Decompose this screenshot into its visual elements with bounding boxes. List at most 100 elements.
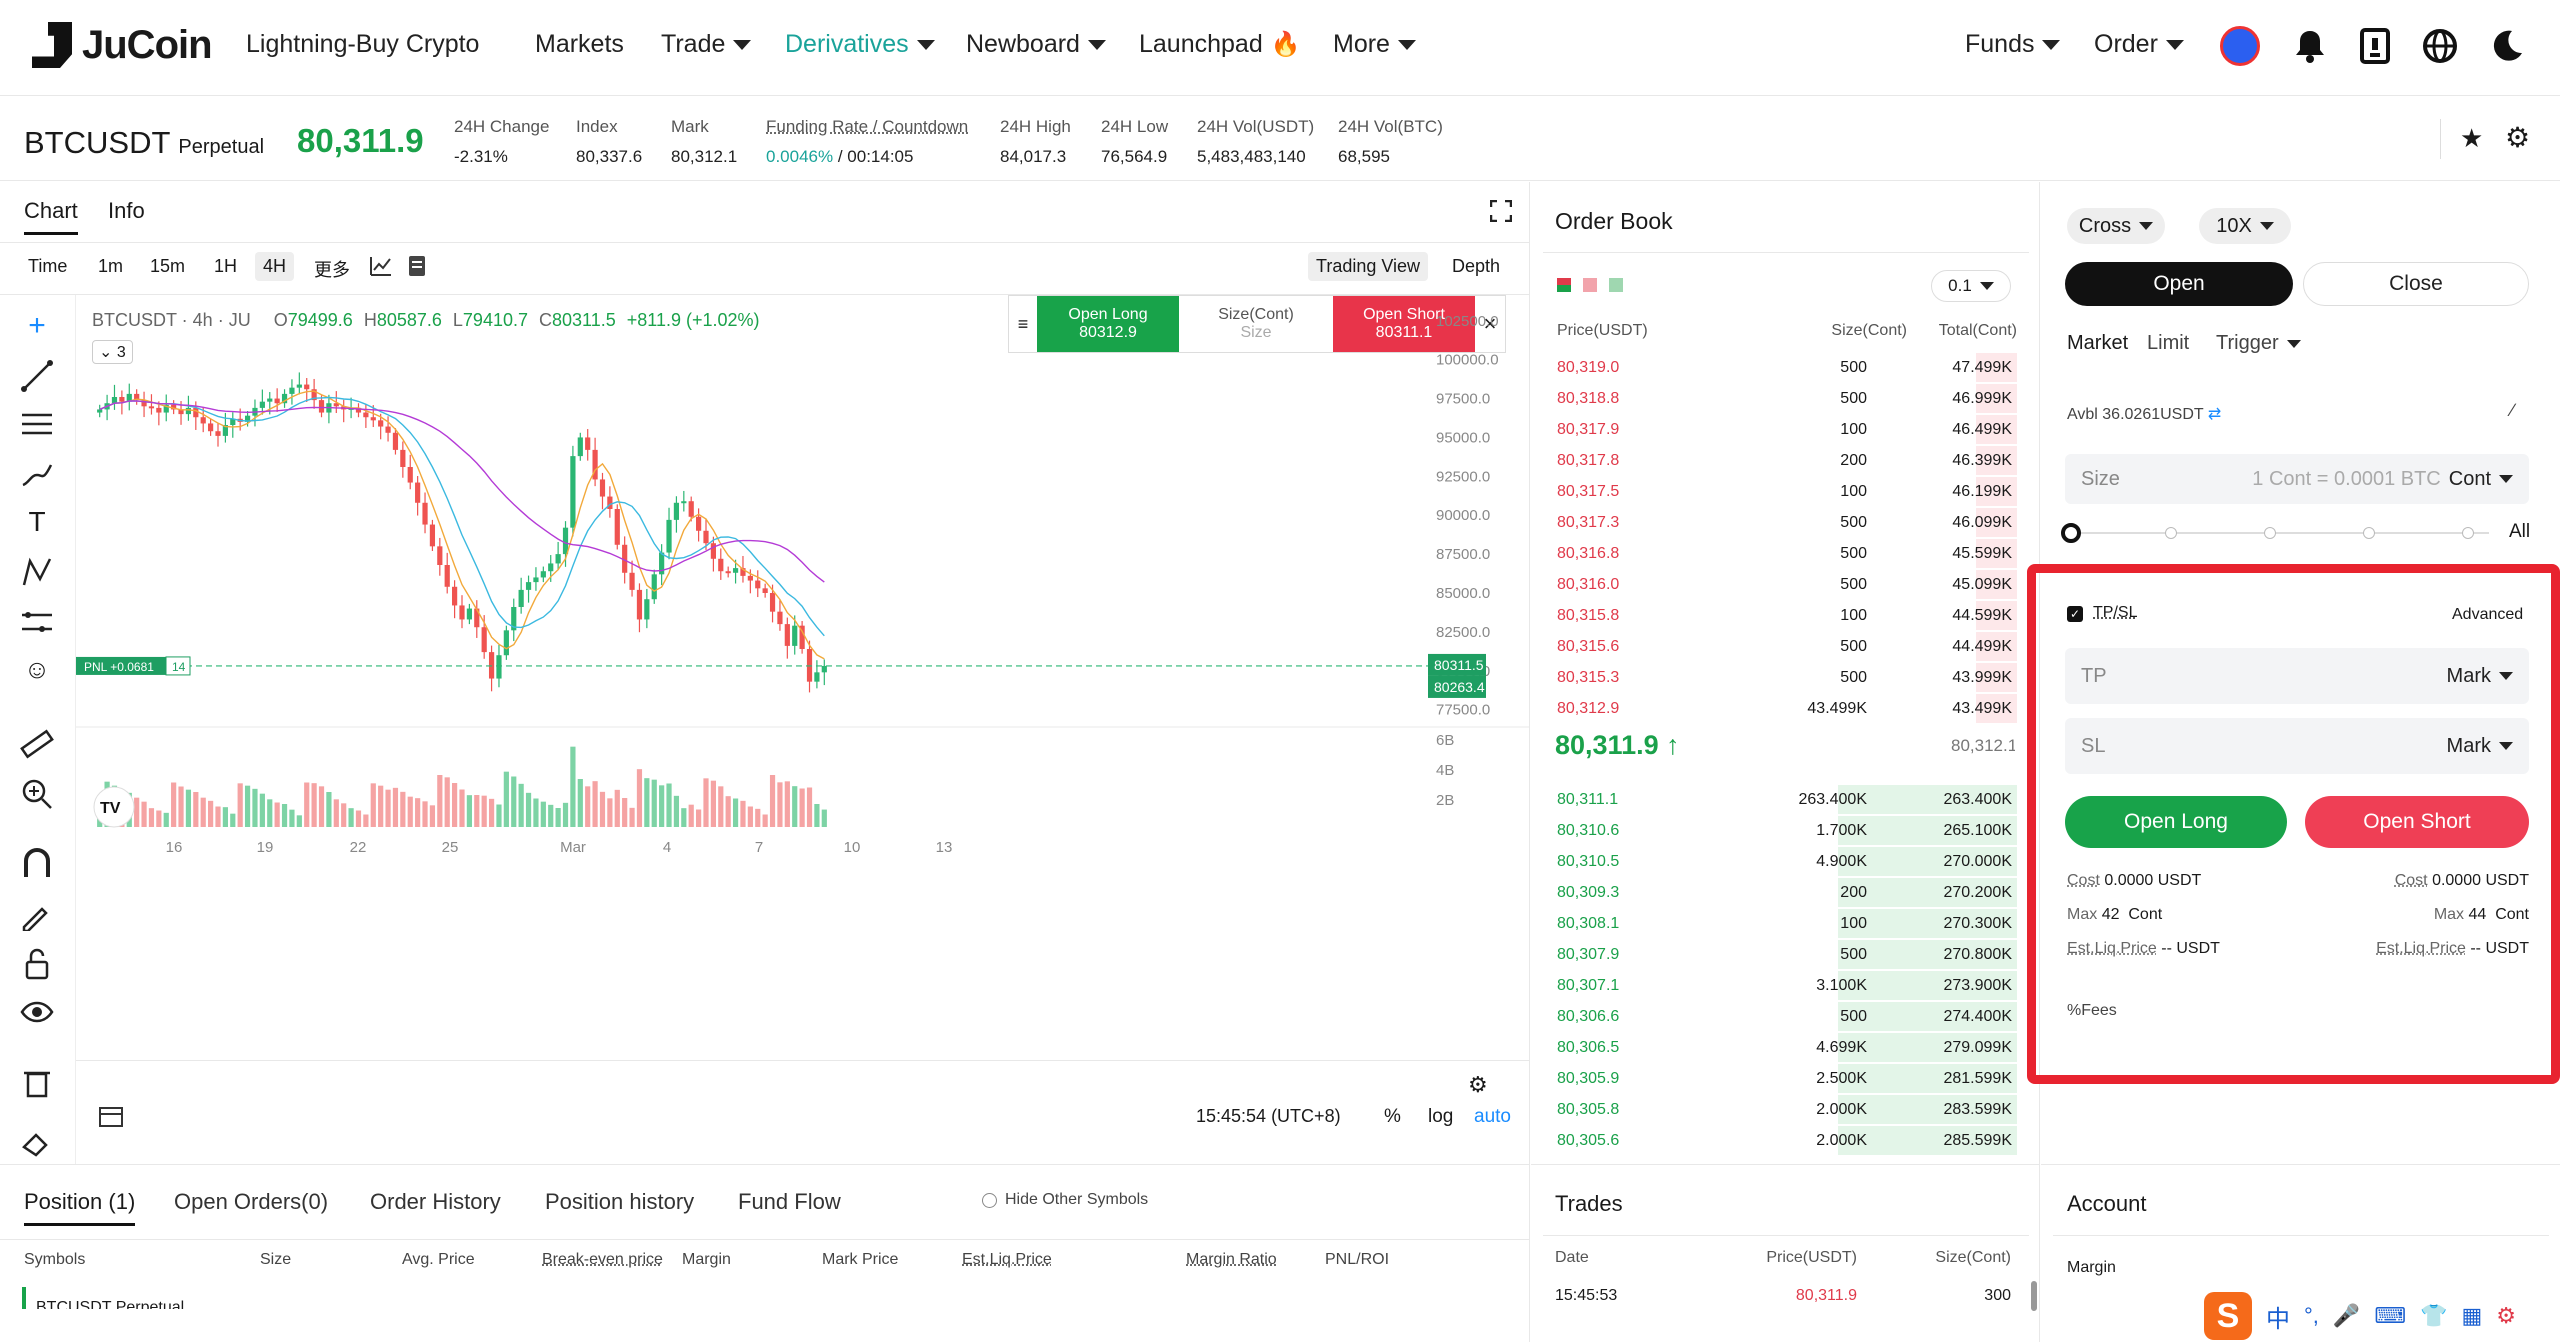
quick-size-input[interactable]: Size(Cont) Size bbox=[1218, 306, 1294, 341]
ime-chinese-toggle[interactable]: 中 bbox=[2266, 1305, 2290, 1333]
chart-settings-icon[interactable]: ⚙ bbox=[1468, 1072, 1488, 1097]
emoji-icon[interactable]: ☺ bbox=[23, 653, 51, 684]
template-icon[interactable] bbox=[408, 255, 426, 277]
indicator-icon[interactable] bbox=[370, 256, 392, 276]
ask-row[interactable]: 80,316.8 500 45.599K bbox=[1557, 538, 2017, 569]
nav-item-more[interactable]: More bbox=[1333, 30, 1416, 59]
download-icon[interactable] bbox=[2360, 28, 2390, 64]
eraser-icon[interactable] bbox=[20, 1125, 54, 1159]
interval-more[interactable]: 更多 bbox=[314, 260, 350, 280]
order-type-trigger[interactable]: Trigger bbox=[2216, 332, 2301, 355]
size-input[interactable]: Size 1 Cont = 0.0001 BTC Cont bbox=[2065, 454, 2529, 504]
crosshair-icon[interactable]: + bbox=[28, 309, 46, 342]
interval-15m[interactable]: 15m bbox=[150, 256, 186, 276]
ruler-icon[interactable] bbox=[20, 727, 54, 761]
bid-row[interactable]: 80,310.5 4.900K 270.000K bbox=[1557, 846, 2017, 877]
log-toggle[interactable]: log bbox=[1428, 1106, 1454, 1127]
ask-row[interactable]: 80,315.6 500 44.499K bbox=[1557, 631, 2017, 662]
ask-row[interactable]: 80,319.0 500 47.499K bbox=[1557, 352, 2017, 383]
nav-item-lightning-buy[interactable]: Lightning-Buy Crypto bbox=[246, 30, 480, 58]
stat-funding-rate[interactable]: Funding Rate / Countdown 0.0046% / 00:14:… bbox=[766, 117, 969, 166]
bid-row[interactable]: 80,307.1 3.100K 273.900K bbox=[1557, 970, 2017, 1001]
interval-1h[interactable]: 1H bbox=[214, 256, 238, 276]
ask-row[interactable]: 80,317.5 100 46.199K bbox=[1557, 476, 2017, 507]
tab-fund-flow[interactable]: Fund Flow bbox=[738, 1189, 841, 1214]
ask-row[interactable]: 80,312.9 43.499K 43.499K bbox=[1557, 693, 2017, 724]
magnet-icon[interactable] bbox=[20, 847, 54, 881]
bell-icon[interactable] bbox=[2293, 28, 2327, 64]
bid-row[interactable]: 80,306.6 500 274.400K bbox=[1557, 1001, 2017, 1032]
nav-item-derivatives[interactable]: Derivatives bbox=[785, 30, 935, 59]
tab-order-history[interactable]: Order History bbox=[370, 1189, 501, 1214]
interval-time[interactable]: Time bbox=[28, 256, 68, 276]
price-chart[interactable]: 102500.0 100000.0 97500.0 95000.0 92500.0 900… bbox=[76, 295, 1530, 1070]
slider-all[interactable]: All bbox=[2509, 521, 2531, 542]
drag-handle-icon[interactable]: ≡ bbox=[1017, 313, 1029, 334]
globe-icon[interactable] bbox=[2422, 28, 2458, 64]
precision-select[interactable]: 0.1 bbox=[1931, 270, 2011, 302]
book-view-toggle[interactable] bbox=[1557, 278, 1623, 292]
tab-info[interactable]: Info bbox=[108, 198, 145, 223]
calculator-icon[interactable]: ∕ bbox=[2511, 400, 2515, 420]
bid-row[interactable]: 80,306.5 4.699K 279.099K bbox=[1557, 1032, 2017, 1063]
chart-clock[interactable]: 15:45:54 (UTC+8) bbox=[1196, 1106, 1341, 1126]
open-long-button[interactable]: Open Long bbox=[2065, 796, 2287, 848]
lock-drawing-icon[interactable] bbox=[20, 897, 54, 931]
apps-grid-icon[interactable]: ▦ bbox=[2461, 1303, 2483, 1328]
moon-icon[interactable] bbox=[2488, 28, 2524, 64]
nav-order[interactable]: Order bbox=[2094, 30, 2184, 59]
tpsl-label[interactable]: TP/SL bbox=[2093, 604, 2138, 621]
quick-open-short-button[interactable]: Open Short 80311.1 bbox=[1333, 296, 1475, 352]
ask-row[interactable]: 80,316.0 500 45.099K bbox=[1557, 569, 2017, 600]
star-icon[interactable]: ★ bbox=[2460, 123, 2484, 153]
ime-punct-toggle[interactable]: °, bbox=[2304, 1303, 2319, 1328]
nav-item-launchpad[interactable]: Launchpad 🔥 bbox=[1139, 30, 1301, 58]
leverage-select[interactable]: 10X bbox=[2199, 208, 2291, 244]
book-both-icon[interactable] bbox=[1557, 278, 1571, 292]
size-slider[interactable] bbox=[2069, 532, 2489, 534]
slider-handle[interactable] bbox=[2061, 523, 2081, 543]
avatar[interactable] bbox=[2220, 26, 2260, 66]
sl-input[interactable]: SL Mark bbox=[2065, 718, 2529, 774]
bid-row[interactable]: 80,305.9 2.500K 281.599K bbox=[1557, 1063, 2017, 1094]
indicator-toggle[interactable]: ⌄ 3 bbox=[92, 340, 133, 364]
keyboard-icon[interactable]: ⌨ bbox=[2374, 1303, 2407, 1328]
zoom-in-icon[interactable] bbox=[20, 777, 54, 811]
ticker-symbol[interactable]: BTCUSDT bbox=[24, 125, 171, 160]
auto-toggle[interactable]: auto bbox=[1474, 1106, 1511, 1127]
open-tab[interactable]: Open bbox=[2065, 262, 2293, 306]
prediction-icon[interactable] bbox=[20, 605, 54, 639]
brush-icon[interactable] bbox=[20, 457, 54, 491]
tp-input[interactable]: TP Mark bbox=[2065, 648, 2529, 704]
ask-row[interactable]: 80,315.3 500 43.999K bbox=[1557, 662, 2017, 693]
fib-lines-icon[interactable] bbox=[20, 407, 54, 441]
nav-funds[interactable]: Funds bbox=[1965, 30, 2061, 59]
close-tab[interactable]: Close bbox=[2303, 262, 2529, 306]
brand-logo[interactable]: JuCoin bbox=[32, 22, 213, 68]
tpsl-checkbox[interactable]: ✓ bbox=[2067, 606, 2083, 622]
order-type-market[interactable]: Market bbox=[2067, 332, 2129, 354]
bid-row[interactable]: 80,310.6 1.700K 265.100K bbox=[1557, 815, 2017, 846]
bid-row[interactable]: 80,308.1 100 270.300K bbox=[1557, 908, 2017, 939]
pattern-icon[interactable] bbox=[20, 555, 54, 589]
advanced-link[interactable]: Advanced bbox=[2452, 606, 2524, 623]
bid-row[interactable]: 80,305.6 2.000K 285.599K bbox=[1557, 1125, 2017, 1156]
trash-icon[interactable] bbox=[20, 1065, 54, 1099]
book-bids-icon[interactable] bbox=[1609, 278, 1623, 292]
nav-item-newboard[interactable]: Newboard bbox=[966, 30, 1106, 59]
nav-item-markets[interactable]: Markets bbox=[535, 30, 624, 58]
order-type-limit[interactable]: Limit bbox=[2147, 332, 2190, 354]
calendar-range-icon[interactable] bbox=[98, 1104, 126, 1128]
ask-row[interactable]: 80,317.9 100 46.499K bbox=[1557, 414, 2017, 445]
toolbox-icon[interactable]: ⚙ bbox=[2496, 1303, 2517, 1328]
fullscreen-icon[interactable] bbox=[1490, 200, 1512, 222]
skin-icon[interactable]: 👕 bbox=[2420, 1303, 2448, 1328]
open-short-button[interactable]: Open Short bbox=[2305, 796, 2529, 848]
tab-open-orders[interactable]: Open Orders(0) bbox=[174, 1189, 329, 1214]
ob-mark-price[interactable]: 80,312.1 bbox=[1951, 736, 2015, 755]
book-asks-icon[interactable] bbox=[1583, 278, 1597, 292]
position-row-symbol[interactable]: BTCUSDT Perpetual bbox=[36, 1299, 185, 1309]
trendline-icon[interactable] bbox=[20, 359, 54, 393]
ask-row[interactable]: 80,317.3 500 46.099K bbox=[1557, 507, 2017, 538]
gear-icon[interactable]: ⚙ bbox=[2505, 122, 2531, 153]
